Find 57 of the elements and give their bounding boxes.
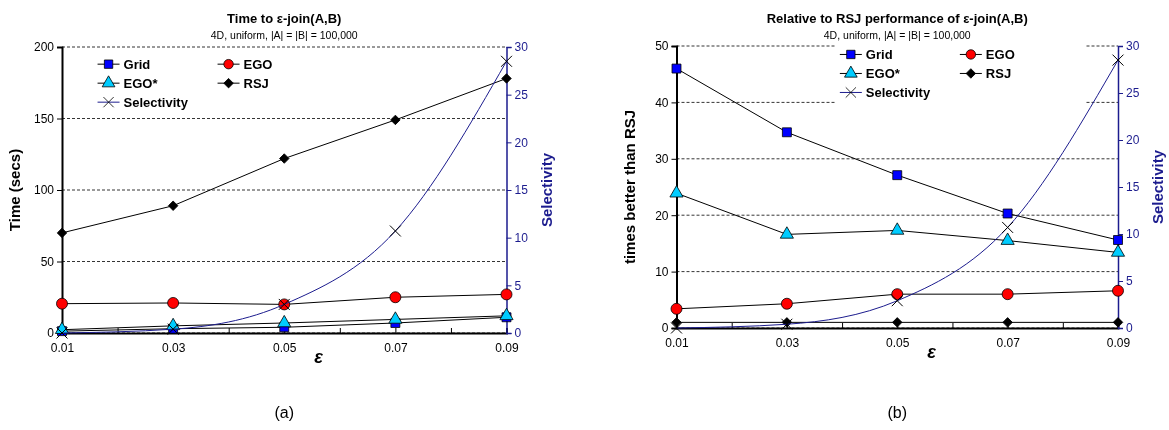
y-tick-label: 0 xyxy=(661,321,669,336)
y-tick-label: 0 xyxy=(47,326,55,341)
y2-tick-label: 20 xyxy=(514,135,529,150)
legend-label: EGO xyxy=(243,57,273,73)
chart-title: Time to ε-join(A,B) xyxy=(227,11,342,26)
x-tick-label: 0.03 xyxy=(775,335,800,350)
x-tick-label: 0.01 xyxy=(50,340,75,355)
legend-label: Selectivity xyxy=(123,95,189,111)
x-tick-label: 0.01 xyxy=(665,335,689,350)
y-tick-label: 30 xyxy=(655,152,669,167)
y2-tick-label: 30 xyxy=(514,40,529,55)
y-tick-label: 10 xyxy=(655,264,669,279)
y2-tick-label: 25 xyxy=(1126,86,1140,101)
y-tick-label: 50 xyxy=(655,39,669,54)
x-axis-title: ε xyxy=(927,342,937,362)
y2-tick-label: 10 xyxy=(514,231,529,246)
chart-title: Relative to RSJ performance of ε-join(A,B) xyxy=(766,11,1028,26)
y2-tick-label: 0 xyxy=(1126,321,1133,336)
x-tick-label: 0.07 xyxy=(996,335,1021,350)
legend-label: EGO xyxy=(985,47,1015,63)
x-tick-label: 0.05 xyxy=(273,340,297,355)
y2-tick-label: 30 xyxy=(1126,39,1140,54)
y2-tick-label: 15 xyxy=(1126,180,1140,195)
chart-subtitle: 4D, uniform, |A| = |B| = 100,000 xyxy=(210,29,358,41)
y-tick-label: 50 xyxy=(40,254,55,269)
legend-label: RSJ xyxy=(985,66,1012,82)
legend-label: EGO* xyxy=(865,66,901,82)
y2-tick-label: 0 xyxy=(514,326,522,341)
y2-tick-label: 25 xyxy=(514,88,529,103)
legend-label: RSJ xyxy=(243,76,269,92)
y2-tick-label: 15 xyxy=(514,183,529,198)
y2-tick-label: 5 xyxy=(514,278,522,293)
chart-subtitle: 4D, uniform, |A| = |B| = 100,000 xyxy=(823,29,971,41)
x-axis-title: ε xyxy=(314,347,324,367)
x-tick-label: 0.03 xyxy=(161,340,186,355)
y-axis-title: Time (secs) xyxy=(6,148,23,232)
y-axis-title: times better than RSJ xyxy=(620,109,638,265)
y2-tick-label: 5 xyxy=(1126,274,1133,289)
x-tick-label: 0.09 xyxy=(1106,335,1131,350)
y2-axis-title: Selectivity xyxy=(537,152,555,228)
y-tick-label: 100 xyxy=(33,183,55,198)
x-tick-label: 0.05 xyxy=(886,335,910,350)
y-tick-label: 40 xyxy=(655,95,669,110)
y2-tick-label: 10 xyxy=(1126,227,1140,242)
y2-tick-label: 20 xyxy=(1126,133,1140,148)
x-tick-label: 0.09 xyxy=(495,340,519,355)
y-tick-label: 20 xyxy=(655,208,669,223)
y-tick-label: 200 xyxy=(33,40,55,55)
x-tick-label: 0.07 xyxy=(384,340,408,355)
legend-label: Grid xyxy=(123,57,151,73)
text: (a) xyxy=(274,404,295,421)
legend-label: Grid xyxy=(865,47,893,63)
legend-label: EGO* xyxy=(123,76,159,92)
y2-axis-title: Selectivity xyxy=(1149,149,1166,225)
legend-label: Selectivity xyxy=(865,85,931,101)
text: (b) xyxy=(887,404,908,421)
y-tick-label: 150 xyxy=(33,111,55,126)
